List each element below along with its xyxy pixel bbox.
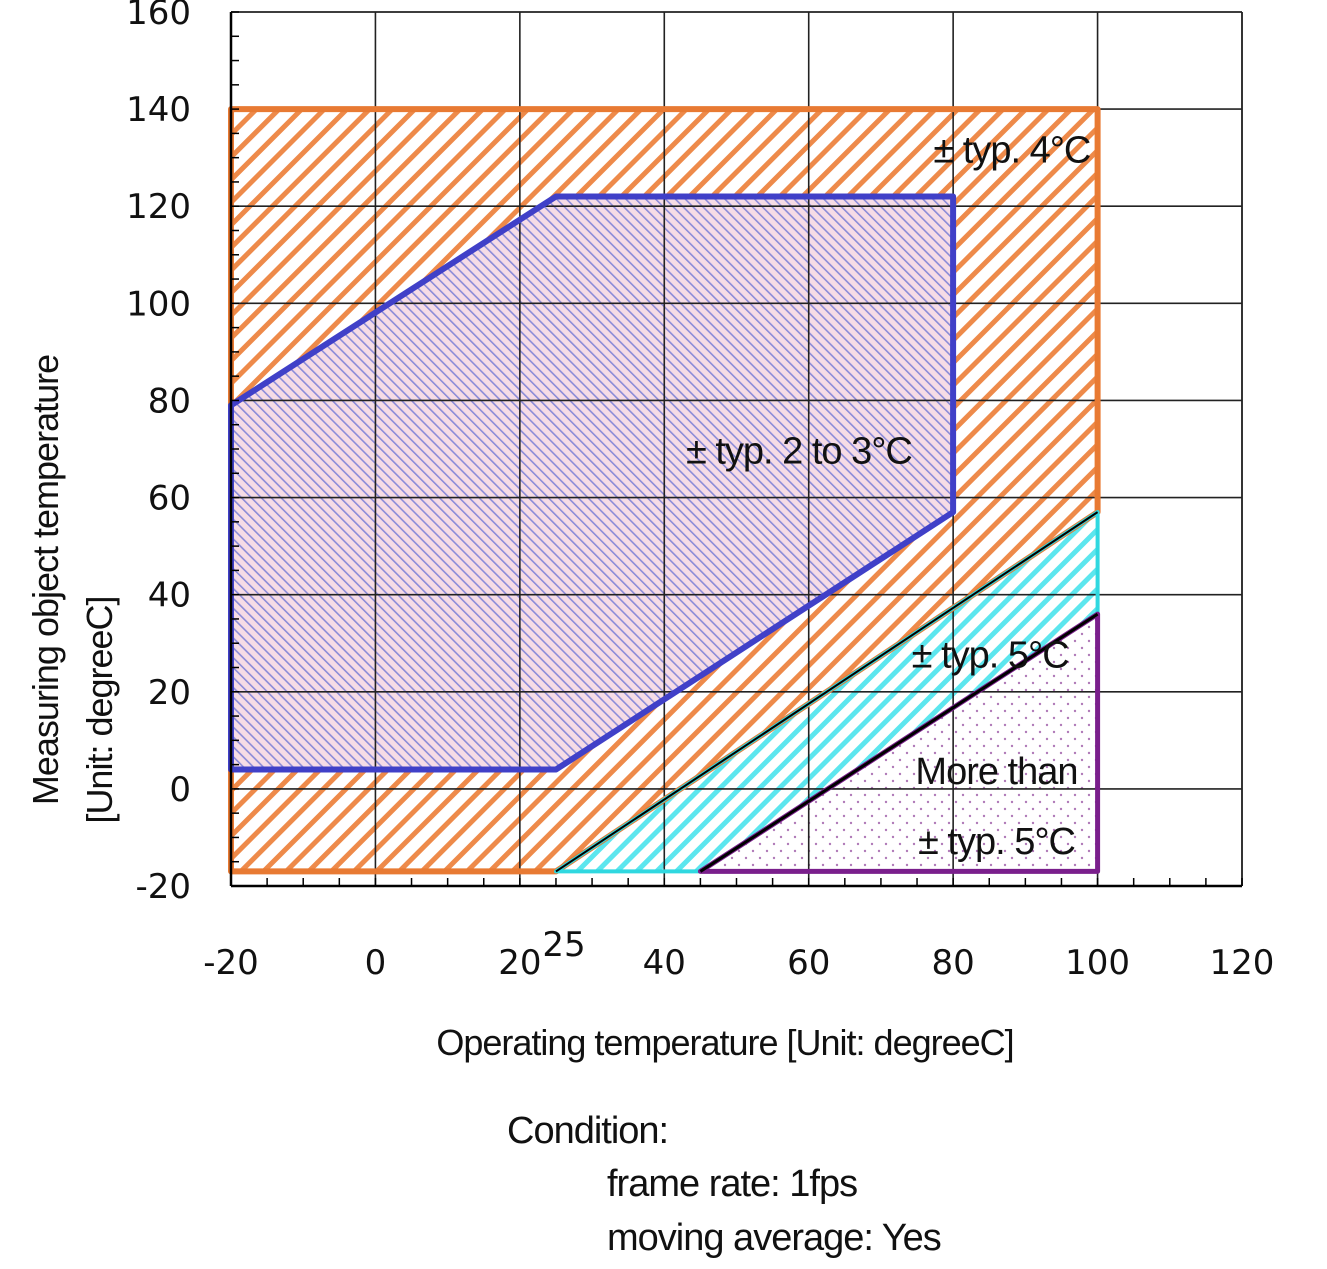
y-tick-label: 120	[126, 187, 191, 227]
y-axis-title-line2: [Unit: degreeC]	[79, 596, 120, 823]
y-tick-label: 80	[148, 381, 191, 421]
region-typ-5c-label: ± typ. 5°C	[912, 635, 1069, 677]
y-axis-unit: [Unit: degreeC]	[79, 596, 120, 823]
y-tick-label: 40	[148, 576, 191, 616]
region-typ-2-to-3c-label: ± typ. 2 to 3°C	[686, 431, 912, 473]
region-more-than-5c-label: More than	[915, 751, 1077, 793]
y-tick-label: 0	[169, 770, 191, 810]
x-tick-label: 120	[1210, 943, 1275, 983]
x-tick-label: 40	[643, 943, 686, 983]
x-tick-label: 0	[365, 943, 387, 983]
ticks: -20 0 20 40 60 80 100 120 140 160 -20 0 20 40 60 80 100 1…	[126, 0, 1274, 983]
region-more-than-5c-label: ± typ. 5°C	[918, 821, 1075, 863]
x-tick-label: 80	[932, 943, 975, 983]
region-typ-4c-label: ± typ. 4°C	[933, 130, 1090, 172]
y-tick-label: 20	[148, 673, 191, 713]
condition-moving-average: moving average: Yes	[607, 1217, 941, 1259]
band-lower-boundary	[699, 612, 1099, 873]
x-tick-label-extra: 25	[542, 925, 585, 965]
y-axis-title: Measuring object temperature	[25, 355, 66, 805]
y-tick-label: 160	[126, 0, 191, 33]
y-axis-title-line1: Measuring object temperature	[25, 355, 66, 805]
x-tick-label: -20	[203, 943, 259, 983]
band-upper-boundary	[555, 511, 1099, 873]
y-tick-label: 60	[148, 479, 191, 519]
y-tick-label: -20	[135, 867, 191, 907]
condition-frame-rate: frame rate: 1fps	[607, 1163, 857, 1205]
x-tick-label: 60	[787, 943, 830, 983]
x-tick-label: 100	[1065, 943, 1130, 983]
y-tick-label: 100	[126, 284, 191, 324]
x-tick-label: 20	[498, 943, 541, 983]
condition-title: Condition:	[507, 1110, 668, 1152]
x-axis-title: Operating temperature [Unit: degreeC]	[436, 1022, 1013, 1063]
y-tick-label: 140	[126, 90, 191, 130]
